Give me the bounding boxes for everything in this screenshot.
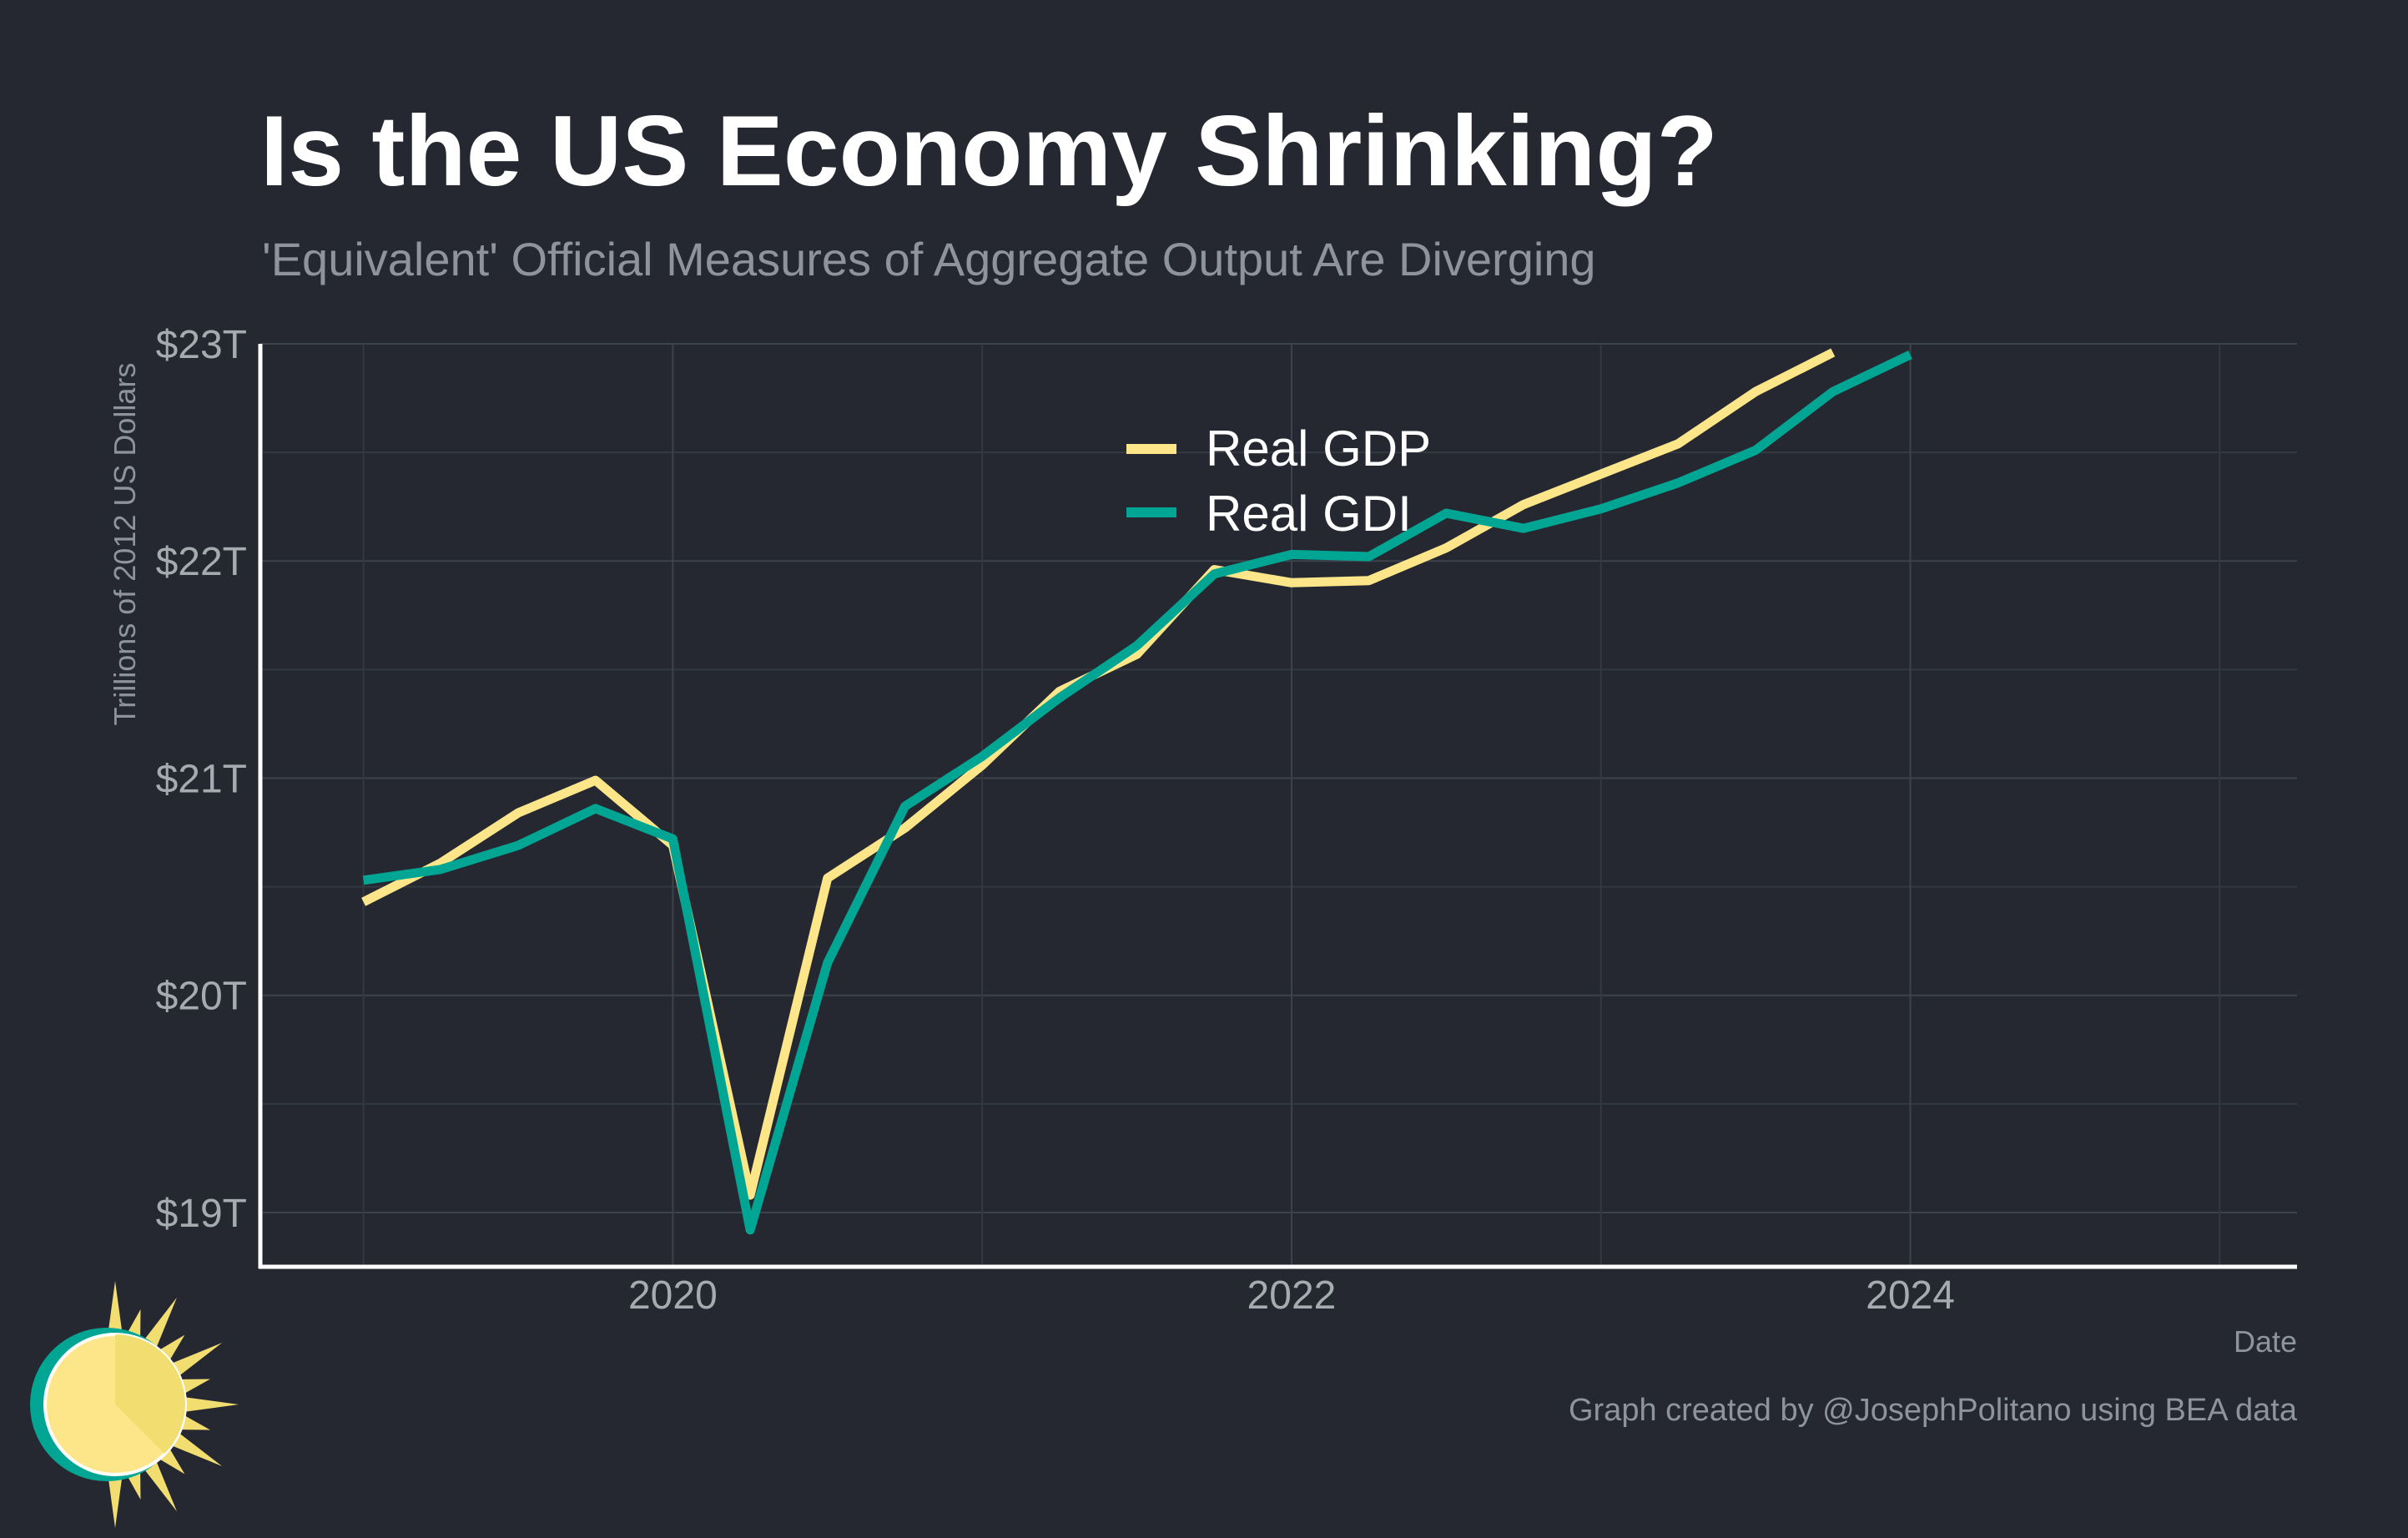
- y-tick-label: $20T: [156, 975, 247, 1019]
- sun-logo-icon: [30, 1281, 239, 1528]
- legend: Real GDP Real GDI: [1126, 421, 1431, 542]
- x-axis-title: Date: [2234, 1324, 2297, 1359]
- legend-label-real-gdi: Real GDI: [1206, 486, 1412, 542]
- y-tick-labels: $19T $20T $21T $22T $23T: [156, 323, 247, 1236]
- y-tick-label: $19T: [156, 1192, 247, 1236]
- x-tick-labels: 2020 2022 2024: [628, 1273, 1955, 1318]
- x-tick-label: 2024: [1866, 1273, 1955, 1318]
- chart-title: Is the US Economy Shrinking?: [260, 95, 1718, 207]
- y-tick-label: $22T: [156, 540, 247, 584]
- chart-caption: Graph created by @JosephPolitano using B…: [1569, 1393, 2298, 1428]
- x-tick-label: 2022: [1247, 1273, 1337, 1318]
- sun-shade: [115, 1334, 185, 1454]
- y-axis-title: Trillions of 2012 US Dollars: [108, 363, 142, 726]
- y-tick-label: $23T: [156, 323, 247, 367]
- series-lines: [361, 348, 1912, 1235]
- legend-label-real-gdp: Real GDP: [1206, 421, 1431, 477]
- chart-subtitle: 'Equivalent' Official Measures of Aggreg…: [262, 233, 1596, 285]
- y-tick-label: $21T: [156, 757, 247, 801]
- x-tick-label: 2020: [628, 1273, 718, 1318]
- series-line-real-gdi: [362, 350, 1912, 1235]
